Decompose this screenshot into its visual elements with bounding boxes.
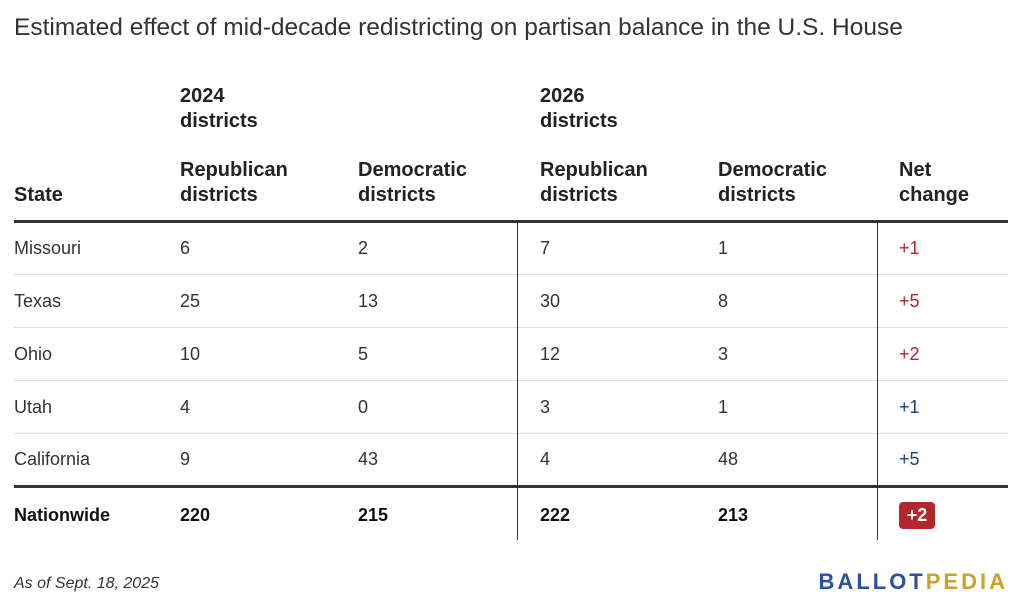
column-header-rep-2026-line2: districts — [540, 184, 618, 206]
column-header-dem-2024-line2: districts — [358, 184, 436, 206]
year-separator — [517, 223, 518, 540]
column-header-rep-2024-line1: Republican — [180, 159, 288, 181]
total-cell-rep2026: 222 — [540, 505, 571, 525]
column-header-dem-2024: Democratic districts — [358, 158, 467, 208]
table-cell-dem2024: 43 — [358, 449, 379, 469]
total-cell-dem2024: 215 — [358, 505, 389, 525]
total-cell-state: Nationwide — [14, 505, 111, 525]
table-cell-rep2026: 3 — [540, 397, 551, 417]
table-cell-rep2024: 25 — [180, 291, 201, 311]
group-header-2024: 2024 districts — [180, 84, 258, 134]
table-cell-dem2026: 8 — [718, 291, 729, 311]
table-cell-dem2024: 13 — [358, 291, 379, 311]
group-header-2026: 2026 districts — [540, 84, 618, 134]
group-header-2024-year: 2024 — [180, 85, 225, 107]
table-cell-rep2026: 7 — [540, 238, 551, 258]
logo-part-pedia: PEDIA — [925, 569, 1008, 594]
table-cell-dem2026: 3 — [718, 344, 729, 364]
table-cell-state: Ohio — [14, 344, 53, 364]
table-cell-net: +1 — [899, 397, 920, 417]
column-header-dem-2026-line2: districts — [718, 184, 796, 206]
group-header-2024-label: districts — [180, 110, 258, 132]
table-cell-dem2026: 48 — [718, 449, 739, 469]
group-header-2026-label: districts — [540, 110, 618, 132]
column-header-rep-2024: Republican districts — [180, 158, 288, 208]
table-cell-dem2024: 2 — [358, 238, 369, 258]
total-rule — [14, 485, 1008, 488]
column-header-rep-2026: Republican districts — [540, 158, 648, 208]
table-cell-rep2026: 30 — [540, 291, 561, 311]
logo-part-ballot: BALLOT — [818, 569, 926, 594]
table-cell-dem2024: 0 — [358, 397, 369, 417]
column-header-rep-2026-line1: Republican — [540, 159, 648, 181]
group-header-2026-year: 2026 — [540, 85, 585, 107]
table-cell-state: Missouri — [14, 238, 82, 258]
table-cell-rep2024: 4 — [180, 397, 191, 417]
chart-title: Estimated effect of mid-decade redistric… — [14, 14, 903, 41]
row-divider — [14, 380, 1008, 381]
table-cell-dem2026: 1 — [718, 397, 729, 417]
row-divider — [14, 433, 1008, 434]
total-cell-rep2024: 220 — [180, 505, 211, 525]
column-header-dem-2024-line1: Democratic — [358, 159, 467, 181]
column-header-net-line1: Net — [899, 159, 932, 181]
table-cell-dem2024: 5 — [358, 344, 369, 364]
table-cell-net: +2 — [899, 344, 920, 364]
footnote: As of Sept. 18, 2025 — [14, 575, 159, 592]
net-change-badge: +2 — [899, 502, 935, 529]
table-cell-state: Texas — [14, 291, 62, 311]
column-header-state: State — [14, 184, 63, 206]
table-cell-net: +5 — [899, 449, 920, 469]
table-cell-net: +1 — [899, 238, 920, 258]
row-divider — [14, 327, 1008, 328]
table-cell-rep2024: 10 — [180, 344, 201, 364]
header-rule — [14, 220, 1008, 223]
table-cell-rep2024: 6 — [180, 238, 191, 258]
net-separator — [877, 223, 878, 540]
column-header-rep-2024-line2: districts — [180, 184, 258, 206]
table-cell-net: +5 — [899, 291, 920, 311]
table-cell-state: Utah — [14, 397, 53, 417]
table-cell-dem2026: 1 — [718, 238, 729, 258]
column-header-net: Net change — [899, 158, 969, 208]
row-divider — [14, 274, 1008, 275]
table-cell-rep2024: 9 — [180, 449, 191, 469]
table-cell-state: California — [14, 449, 91, 469]
column-header-dem-2026: Democratic districts — [718, 158, 827, 208]
ballotpedia-logo: BALLOTPEDIA — [819, 569, 1008, 595]
column-header-net-line2: change — [899, 184, 970, 206]
table-cell-rep2026: 12 — [540, 344, 561, 364]
total-cell-dem2026: 213 — [718, 505, 749, 525]
table-cell-rep2026: 4 — [540, 449, 551, 469]
column-header-dem-2026-line1: Democratic — [718, 159, 827, 181]
